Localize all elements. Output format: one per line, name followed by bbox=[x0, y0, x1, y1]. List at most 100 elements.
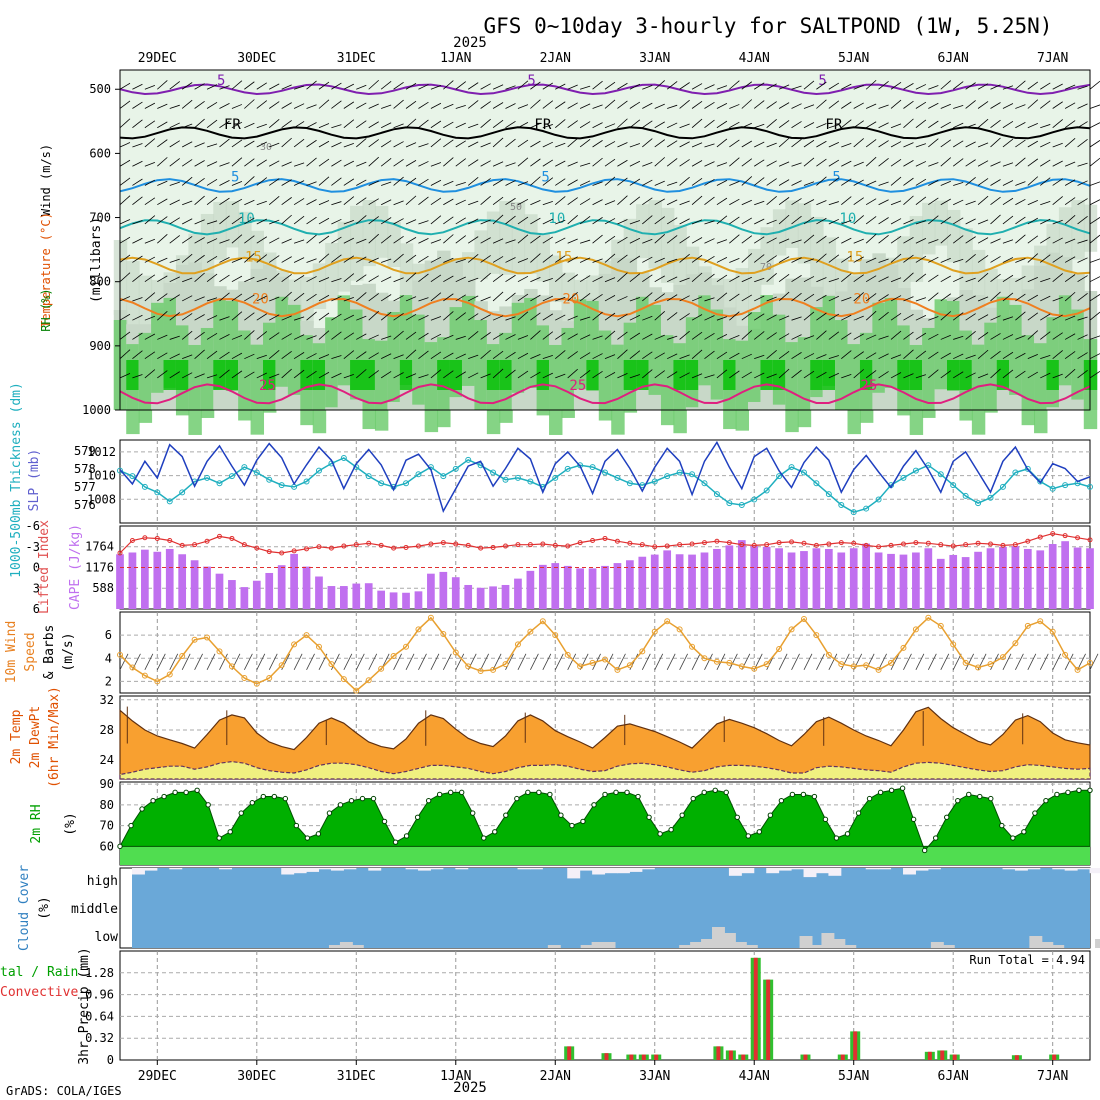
wind-barb bbox=[592, 217, 603, 225]
wind-barb bbox=[157, 311, 168, 321]
wind-barb bbox=[1089, 140, 1100, 148]
rh-point bbox=[602, 791, 608, 798]
rh-point bbox=[172, 789, 178, 796]
wind-barb bbox=[629, 255, 641, 263]
wind10m-barb bbox=[156, 653, 166, 671]
rh-dark-patch bbox=[996, 360, 1011, 390]
wind-barb bbox=[231, 121, 243, 129]
wind-barb bbox=[791, 257, 802, 263]
precip-tick-label: 0.32 bbox=[85, 1031, 114, 1045]
wind-barb bbox=[343, 255, 355, 263]
wind-barb bbox=[418, 332, 429, 340]
wind-barb bbox=[530, 81, 541, 90]
wind-barb bbox=[667, 276, 678, 283]
wind-barb bbox=[244, 253, 255, 263]
wind-barb bbox=[381, 181, 392, 186]
wind-barb bbox=[517, 157, 529, 167]
wind-barb bbox=[1040, 331, 1051, 340]
cape-bar bbox=[489, 586, 497, 609]
wind-barb bbox=[256, 123, 267, 129]
wind-barb bbox=[1002, 292, 1014, 302]
li-point bbox=[701, 540, 707, 546]
wind-barb bbox=[828, 355, 839, 360]
isotherm-label: 25 bbox=[860, 378, 877, 394]
wind-barb bbox=[990, 333, 1001, 340]
wind-barb bbox=[182, 277, 193, 283]
wind-barb bbox=[157, 139, 168, 148]
thickness-point bbox=[278, 482, 285, 489]
wind-barb bbox=[778, 274, 790, 283]
cape-bar bbox=[974, 551, 982, 609]
wind-barb bbox=[890, 354, 902, 360]
wind-barb bbox=[368, 139, 379, 148]
isotherm-label: 25 bbox=[259, 378, 276, 394]
wind-barb bbox=[629, 314, 641, 321]
wind-barb bbox=[356, 351, 367, 360]
wind-barb bbox=[169, 140, 180, 148]
rh-mid-patch bbox=[213, 201, 227, 260]
rh-point bbox=[161, 793, 167, 800]
wind-barb bbox=[306, 311, 317, 321]
wind-barb bbox=[517, 311, 529, 321]
wind-barb bbox=[679, 218, 690, 225]
thickness-point bbox=[216, 480, 223, 487]
wind-barb bbox=[505, 85, 516, 90]
rh-point bbox=[370, 795, 377, 802]
li-point bbox=[291, 548, 297, 554]
wind10m-point bbox=[303, 632, 310, 639]
wind-barb bbox=[704, 297, 715, 302]
wind10m-point bbox=[228, 663, 235, 670]
rh-point bbox=[811, 793, 818, 800]
wind-barb bbox=[890, 141, 902, 148]
wind-barb bbox=[418, 196, 429, 206]
wind-barb bbox=[567, 291, 578, 302]
wind-barb bbox=[505, 292, 516, 302]
wind10m-point bbox=[602, 656, 608, 663]
wind-barb bbox=[580, 85, 591, 90]
wind-barb bbox=[144, 161, 156, 167]
li-point bbox=[652, 544, 658, 550]
wind-barb bbox=[766, 160, 777, 167]
cloud-high-bar bbox=[629, 868, 643, 872]
wind-barb bbox=[368, 233, 379, 244]
wind-barb bbox=[231, 258, 243, 263]
wind-barb bbox=[443, 80, 454, 90]
wind-barb bbox=[157, 80, 168, 90]
wind-barb bbox=[965, 123, 976, 129]
wind10m-point bbox=[999, 654, 1006, 661]
rh-contour-label: 70 bbox=[760, 262, 772, 273]
wind-barb bbox=[293, 257, 305, 263]
wind-barb bbox=[704, 178, 715, 186]
wind-barb bbox=[977, 160, 989, 167]
wind-barb bbox=[318, 217, 330, 225]
precip-convective-bar bbox=[604, 1053, 609, 1060]
wind-barb bbox=[256, 331, 268, 340]
thickness-point bbox=[228, 473, 235, 480]
wind-barb bbox=[865, 156, 877, 167]
rh-dark-patch bbox=[263, 360, 277, 390]
cloud-low-bar bbox=[1029, 936, 1043, 948]
rh-green-patch bbox=[934, 299, 948, 390]
wind-barb bbox=[1089, 199, 1100, 206]
wind-barb bbox=[517, 293, 529, 302]
wind-barb bbox=[393, 253, 404, 263]
wind-barb bbox=[293, 334, 305, 340]
wind-barb bbox=[629, 83, 641, 90]
wind-barb bbox=[455, 122, 466, 129]
rh-mid-patch bbox=[312, 263, 327, 310]
rh-dark-patch bbox=[362, 360, 376, 390]
cape-bar bbox=[812, 548, 821, 609]
wind-barb bbox=[517, 275, 529, 283]
wind-barb bbox=[853, 351, 864, 360]
wind-barb bbox=[530, 253, 541, 263]
wind-barb bbox=[256, 100, 268, 109]
li-point bbox=[478, 545, 484, 551]
rh-green-patch bbox=[374, 340, 389, 431]
cloud-high-bar bbox=[728, 868, 742, 876]
wind-barb bbox=[119, 296, 131, 302]
li-point bbox=[925, 540, 931, 546]
wind10m-barb bbox=[927, 653, 937, 671]
wind10m-barb bbox=[331, 653, 340, 671]
wind-barb bbox=[1002, 85, 1014, 90]
wind-barb bbox=[729, 293, 740, 302]
